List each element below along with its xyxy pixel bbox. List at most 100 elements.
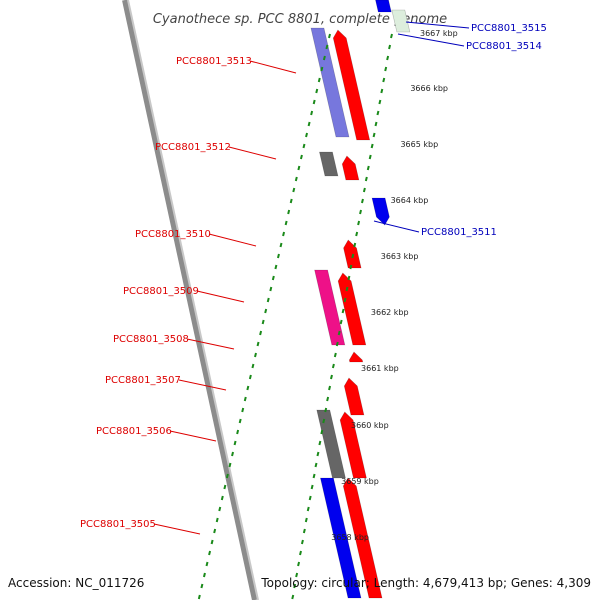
forward-cds-3505	[342, 477, 383, 599]
right-tick-mark	[374, 121, 378, 127]
left-gene-label: PCC8801_3509	[123, 286, 199, 297]
left-tick-mark	[225, 473, 229, 479]
right-tick-mark	[368, 154, 372, 160]
left-gene-label: PCC8801_3510	[135, 229, 211, 240]
right-tick-mark	[333, 352, 337, 358]
left-gene-connector	[153, 523, 201, 535]
right-tick-mark	[364, 176, 368, 182]
right-tick-mark	[359, 209, 362, 215]
right-gene-connector	[397, 33, 465, 47]
right-tick-mark	[360, 198, 364, 204]
left-tick-mark	[289, 198, 293, 204]
left-tick-mark	[254, 352, 257, 358]
left-tick-mark	[238, 418, 242, 424]
left-gene-label: PCC8801_3506	[96, 426, 172, 437]
pink-feature-3509	[314, 269, 346, 346]
right-tick-mark	[324, 407, 328, 413]
left-tick-mark	[279, 242, 283, 248]
right-tick-mark	[370, 143, 374, 149]
right-tick-mark	[320, 429, 324, 435]
right-tick-mark	[341, 308, 345, 314]
left-tick-mark	[317, 77, 321, 83]
map-title: Cyanothece sp. PCC 8801, complete genome	[153, 12, 447, 27]
blue-feature-3513	[310, 27, 350, 138]
left-tick-mark	[205, 561, 209, 567]
right-tick-mark	[306, 506, 310, 512]
left-tick-mark	[294, 176, 298, 182]
left-tick-mark	[215, 517, 219, 523]
forward-cds-3513	[332, 29, 371, 141]
scale-label: 3661 kbp	[361, 364, 399, 373]
left-tick-mark	[315, 88, 319, 94]
left-tick-mark	[292, 187, 296, 193]
left-tick-mark	[202, 572, 206, 578]
left-gene-label: PCC8801_3507	[105, 375, 181, 386]
scale-label: 3658 kbp	[331, 533, 369, 542]
scale-label: 3666 kbp	[410, 84, 448, 93]
reverse-cds-3515	[375, 0, 392, 13]
right-tick-mark	[362, 187, 366, 193]
forward-cds-3509	[337, 272, 367, 346]
reverse-cds-3505	[320, 477, 362, 599]
left-tick-mark	[256, 341, 260, 347]
left-tick-mark	[259, 330, 263, 336]
left-tick-mark	[200, 583, 204, 589]
left-gene-connector	[228, 146, 277, 160]
track-group	[122, 0, 411, 600]
left-tick-mark	[233, 440, 237, 446]
accession-text: Accession: NC_011726	[8, 576, 144, 590]
left-tick-mark	[248, 374, 252, 380]
right-gene-label: PCC8801_3514	[466, 41, 542, 52]
left-gene-label: PCC8801_3505	[80, 519, 156, 530]
backbone-highlight	[127, 0, 259, 600]
left-tick-mark	[328, 33, 331, 39]
left-tick-mark	[307, 121, 311, 127]
left-tick-mark	[302, 143, 306, 149]
right-tick-mark	[316, 451, 320, 457]
scale-label: 3665 kbp	[400, 140, 438, 149]
right-gene-connector	[373, 220, 420, 233]
left-gene-connector	[186, 338, 235, 350]
right-tick-mark	[312, 473, 316, 479]
left-tick-mark	[236, 429, 240, 435]
left-tick-mark	[266, 297, 270, 303]
left-tick-mark	[261, 319, 265, 325]
right-tick-mark	[376, 110, 380, 116]
left-tick-mark	[322, 55, 326, 61]
left-tick-mark	[282, 231, 286, 237]
backbone-line	[122, 0, 258, 600]
forward-cds-3506	[339, 411, 367, 479]
left-gene-label: PCC8801_3512	[155, 142, 231, 153]
reverse-cds-3511	[371, 197, 390, 226]
left-gene-connector	[178, 379, 227, 391]
topology-text: Topology: circular; Length: 4,679,413 bp…	[260, 576, 591, 590]
right-tick-mark	[304, 517, 308, 523]
left-tick-mark	[269, 286, 273, 292]
left-tick-mark	[274, 264, 278, 270]
gray-feature-3512	[319, 151, 339, 177]
left-gene-label: PCC8801_3508	[113, 334, 189, 345]
left-tick-mark	[243, 396, 247, 402]
left-gene-connector	[249, 60, 297, 74]
forward-cds-3508	[348, 351, 364, 363]
right-tick-mark	[335, 341, 339, 347]
right-tick-mark	[293, 583, 297, 589]
right-tick-mark	[390, 33, 393, 39]
right-tick-mark	[337, 330, 341, 336]
left-tick-mark	[251, 363, 255, 369]
left-tick-mark	[325, 44, 329, 50]
right-tick-mark	[314, 462, 318, 468]
right-tick-mark	[318, 440, 322, 446]
left-tick-mark	[287, 209, 291, 215]
forward-cds-3507	[343, 377, 365, 416]
left-tick-mark	[210, 539, 214, 545]
left-tick-mark	[208, 550, 212, 556]
right-tick-mark	[372, 132, 376, 138]
right-tick-mark	[355, 231, 359, 237]
right-gene-label: PCC8801_3515	[471, 23, 547, 34]
left-tick-mark	[246, 385, 250, 391]
left-gene-connector	[196, 290, 245, 303]
left-gene-connector	[169, 430, 217, 442]
right-tick-mark	[299, 550, 302, 556]
